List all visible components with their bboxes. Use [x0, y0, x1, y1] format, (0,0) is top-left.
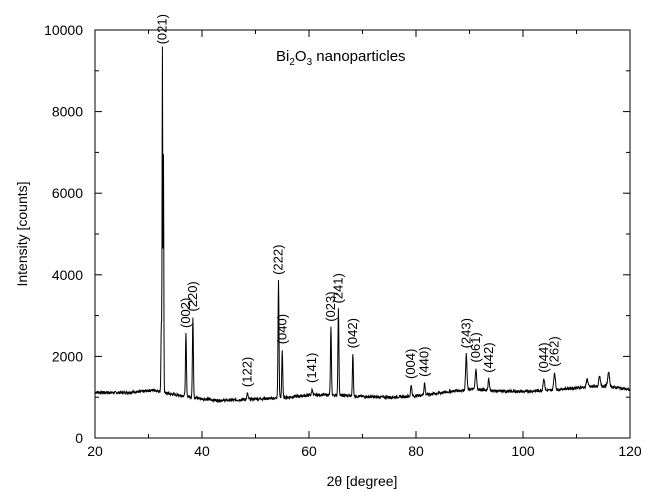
peak-label: (061): [468, 332, 483, 362]
plot-frame: [94, 29, 631, 439]
peak-label: (141): [304, 353, 319, 383]
peak-label: (122): [240, 357, 255, 387]
x-tick-label: 80: [408, 443, 424, 459]
axis-tick-labels: 20 40 60 80 100 120 0 2000 4000 6000 8000 10000: [44, 22, 642, 459]
x-tick-label: 60: [301, 443, 317, 459]
peak-label: (442): [481, 342, 496, 372]
x-tick-label: 100: [511, 443, 535, 459]
y-tick-label: 6000: [52, 185, 83, 201]
peak-label: (004): [403, 349, 418, 379]
y-tick-label: 4000: [52, 267, 83, 283]
peak-label: (222): [271, 245, 286, 275]
peak-label: (262): [547, 336, 562, 366]
peak-label: (440): [417, 347, 432, 377]
peak-label: (220): [185, 281, 200, 311]
peak-labels: (021) (002)(220) (122) (222) (040) (141) (023)…: [154, 14, 561, 387]
y-tick-label: 10000: [44, 22, 83, 38]
peak-label: (044): [536, 342, 551, 372]
peak-label: (023): [323, 291, 338, 321]
y-axis-label: Intensity [counts]: [14, 181, 30, 286]
peak-label: (042): [345, 318, 360, 348]
peak-label: (241): [330, 273, 345, 303]
axis-ticks: [94, 29, 631, 439]
x-tick-label: 40: [194, 443, 210, 459]
peak-label: (021): [154, 14, 169, 44]
y-tick-label: 8000: [52, 104, 83, 120]
peak-label: (002): [178, 298, 193, 328]
xrd-pattern-line: [94, 46, 631, 404]
y-tick-label: 0: [75, 430, 83, 446]
chart-title: Bi2O3 nanoparticles: [276, 48, 406, 68]
x-axis-label: 2θ [degree]: [327, 473, 398, 489]
peak-label: (243): [458, 318, 473, 348]
peak-label: (040): [274, 314, 289, 344]
x-tick-label: 20: [87, 443, 103, 459]
x-tick-label: 120: [618, 443, 642, 459]
y-tick-label: 2000: [52, 348, 83, 364]
